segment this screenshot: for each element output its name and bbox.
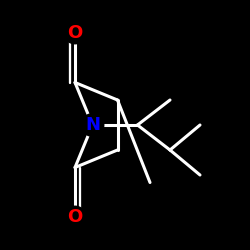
- Circle shape: [81, 114, 104, 136]
- Circle shape: [64, 206, 86, 229]
- Circle shape: [64, 21, 86, 44]
- Text: O: O: [68, 208, 82, 226]
- Text: O: O: [68, 24, 82, 42]
- Text: N: N: [85, 116, 100, 134]
